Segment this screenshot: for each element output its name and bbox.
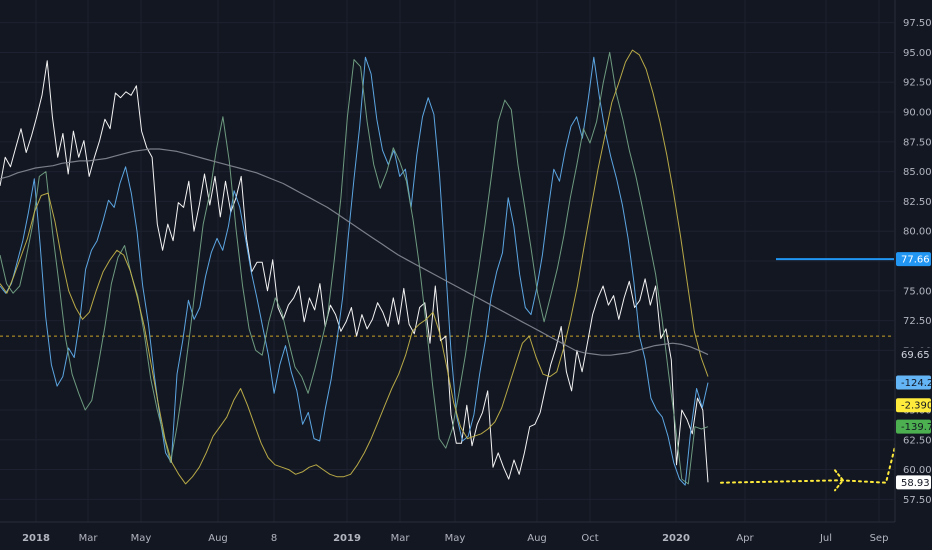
y-tick-label-4: 87.50 <box>903 137 932 148</box>
x-tick-label-12: Jul <box>819 533 832 544</box>
value-tag-1: -124.27 <box>896 375 932 390</box>
series-line-0 <box>0 60 709 483</box>
value-tag-bg-0 <box>896 347 931 362</box>
y-tick-label-5: 85.00 <box>903 167 932 178</box>
value-tag-label-1: -124.27 <box>901 378 932 389</box>
value-tag-label-0: 69.65 <box>901 350 930 361</box>
y-tick-label-3: 90.00 <box>903 108 932 119</box>
y-tick-label-9: 75.00 <box>903 286 932 297</box>
series-line-1 <box>0 56 709 486</box>
y-tick-label-14: 62.50 <box>903 435 932 446</box>
value-tag-label-3: -139.75 <box>901 422 932 433</box>
x-tick-label-3: Aug <box>208 533 228 544</box>
x-tick-label-7: May <box>445 533 466 544</box>
value-tag-label-5: 58.93 <box>901 478 930 489</box>
y-tick-label-10: 72.50 <box>903 316 932 327</box>
x-tick-label-2: May <box>131 533 152 544</box>
x-tick-label-8: Aug <box>527 533 547 544</box>
x-tick-label-0: 2018 <box>22 533 50 544</box>
value-tag-label-4: 77.66 <box>901 255 930 266</box>
value-tag-bg-1 <box>896 375 931 390</box>
x-tick-label-11: Apr <box>736 533 754 544</box>
value-tag-bg-4 <box>896 252 931 267</box>
series-line-4 <box>0 148 709 356</box>
value-tag-4: 77.66 <box>896 252 931 267</box>
value-tag-5: 58.93 <box>896 475 931 490</box>
y-tick-label-7: 80.00 <box>903 227 932 238</box>
price-axis-bg <box>895 0 932 550</box>
y-tick-label-6: 82.50 <box>903 197 932 208</box>
value-tag-bg-2 <box>896 398 931 413</box>
series-line-2 <box>0 51 709 485</box>
value-tag-2: -2.390 <box>896 398 932 413</box>
y-tick-label-1: 95.00 <box>903 48 932 59</box>
y-tick-label-16: 57.50 <box>903 495 932 506</box>
y-tick-label-2: 92.50 <box>903 78 932 89</box>
x-tick-label-4: 8 <box>271 533 277 544</box>
arrowhead-right <box>834 469 845 492</box>
y-tick-label-0: 97.50 <box>903 18 932 29</box>
y-tick-label-15: 60.00 <box>903 465 932 476</box>
x-tick-label-10: 2020 <box>662 533 690 544</box>
value-tag-bg-5 <box>896 475 931 490</box>
value-tag-3: -139.75 <box>896 419 932 434</box>
value-tag-bg-3 <box>896 419 931 434</box>
value-tag-label-2: -2.390 <box>901 401 932 412</box>
x-tick-label-6: Mar <box>391 533 411 544</box>
x-tick-label-1: Mar <box>79 533 99 544</box>
series-line-3 <box>0 49 709 485</box>
series-group <box>0 49 709 486</box>
value-tag-0: 69.65 <box>896 347 931 362</box>
x-tick-label-9: Oct <box>581 533 598 544</box>
x-tick-label-5: 2019 <box>333 533 361 544</box>
x-tick-label-13: Sep <box>870 533 889 544</box>
